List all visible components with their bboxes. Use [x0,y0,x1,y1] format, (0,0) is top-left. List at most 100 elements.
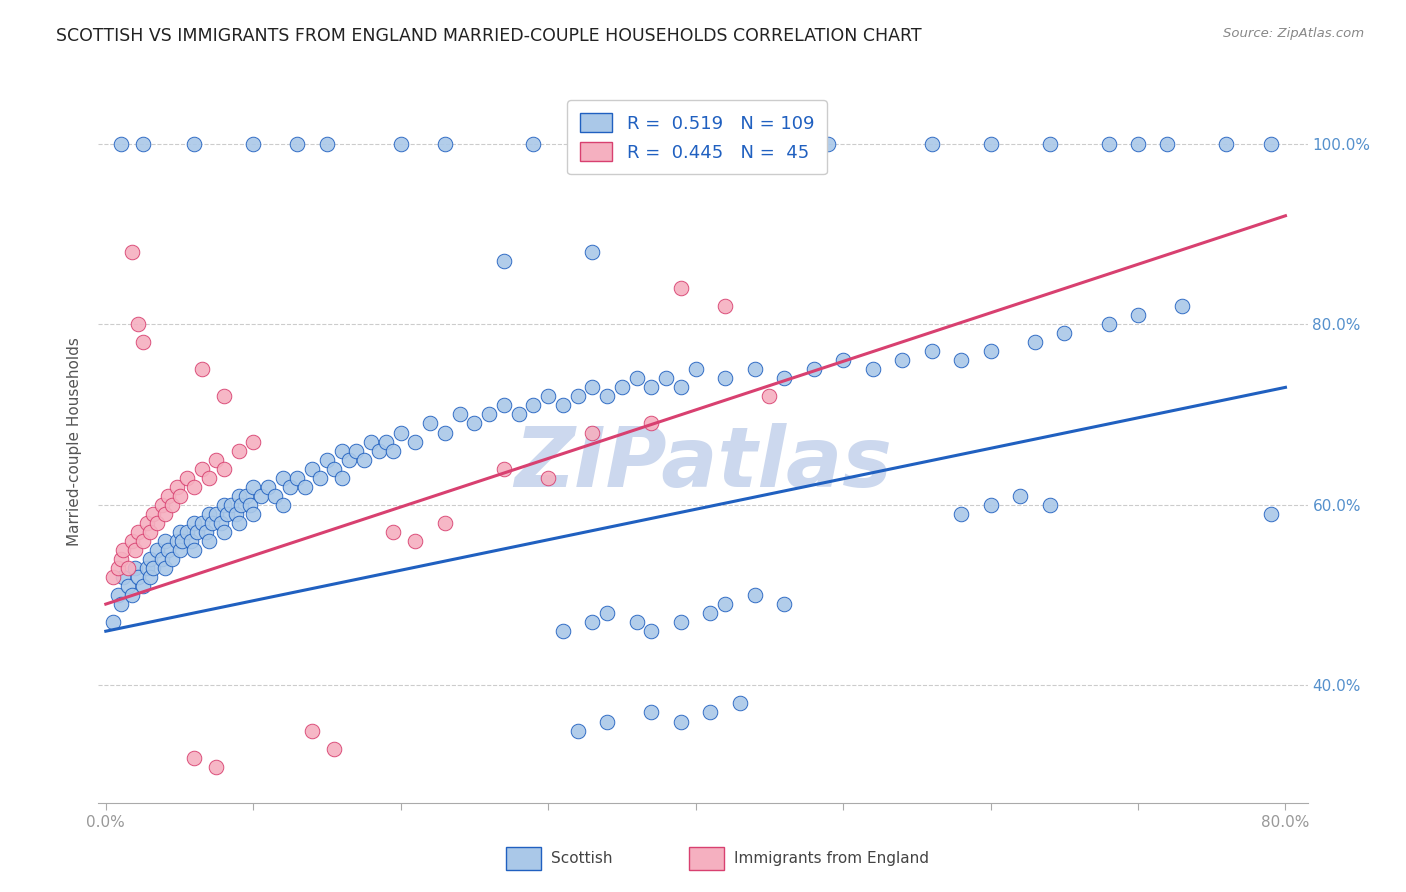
Point [153,533,176,548]
Point [714,597,737,611]
Point [921,136,943,151]
Point [1024,335,1046,350]
Point [581,244,603,259]
Point [581,136,603,151]
Point [294,480,316,494]
Point [862,362,884,376]
Point [323,741,346,756]
Point [669,615,692,630]
Point [744,588,766,602]
Point [198,507,221,521]
Point [110,597,132,611]
Point [537,389,560,403]
Point [346,443,368,458]
Point [714,371,737,385]
Point [228,443,250,458]
Point [567,723,589,738]
Text: ZIPatlas: ZIPatlas [515,423,891,504]
Point [433,516,456,530]
Point [166,533,188,548]
Point [419,417,441,431]
Point [1038,498,1060,512]
Point [714,299,737,313]
Point [131,533,153,548]
Point [183,516,205,530]
Point [308,471,330,485]
Point [1126,136,1149,151]
Point [508,408,530,422]
Point [596,389,619,403]
Point [353,452,375,467]
Point [101,570,124,584]
Point [212,461,235,475]
Point [537,471,560,485]
Text: SCOTTISH VS IMMIGRANTS FROM ENGLAND MARRIED-COUPLE HOUSEHOLDS CORRELATION CHART: SCOTTISH VS IMMIGRANTS FROM ENGLAND MARR… [56,27,922,45]
Point [640,706,662,720]
Point [142,507,165,521]
Point [492,253,515,268]
Point [169,524,191,539]
Point [112,542,135,557]
Point [316,452,339,467]
Point [169,542,191,557]
Point [242,136,264,151]
Point [127,570,149,584]
Point [1171,299,1194,313]
Point [522,136,544,151]
Point [758,389,780,403]
Point [744,362,766,376]
Point [156,542,179,557]
Point [176,524,198,539]
Point [242,507,264,521]
Point [1260,507,1282,521]
Point [249,489,271,503]
Point [131,579,153,593]
Point [139,552,162,566]
Point [449,408,471,422]
Point [640,624,662,639]
Point [950,353,973,368]
Point [212,524,235,539]
Point [201,516,224,530]
Point [478,408,501,422]
Point [1156,136,1178,151]
Point [330,443,353,458]
Point [117,579,139,593]
Point [183,136,205,151]
Point [228,489,250,503]
Point [239,498,262,512]
Point [1260,136,1282,151]
Point [124,542,146,557]
Legend: R =  0.519   N = 109, R =  0.445   N =  45: R = 0.519 N = 109, R = 0.445 N = 45 [567,100,827,174]
Point [360,434,382,449]
Point [209,516,232,530]
Point [980,344,1002,359]
Text: Scottish: Scottish [551,852,613,866]
Point [728,136,751,151]
Point [1126,308,1149,322]
Point [153,561,176,575]
Point [567,389,589,403]
Point [183,750,205,764]
Point [382,443,405,458]
Point [891,353,914,368]
Point [1097,136,1119,151]
Point [699,606,721,620]
Point [169,489,191,503]
Point [404,533,426,548]
Point [172,533,194,548]
Point [773,371,796,385]
Point [626,615,648,630]
Point [1215,136,1237,151]
Point [219,498,242,512]
Point [136,516,159,530]
Text: Immigrants from England: Immigrants from England [734,852,929,866]
Point [640,417,662,431]
Point [121,588,143,602]
Point [139,524,162,539]
Point [596,606,619,620]
Text: Source: ZipAtlas.com: Source: ZipAtlas.com [1223,27,1364,40]
Point [146,516,169,530]
Point [153,507,176,521]
Point [101,615,124,630]
